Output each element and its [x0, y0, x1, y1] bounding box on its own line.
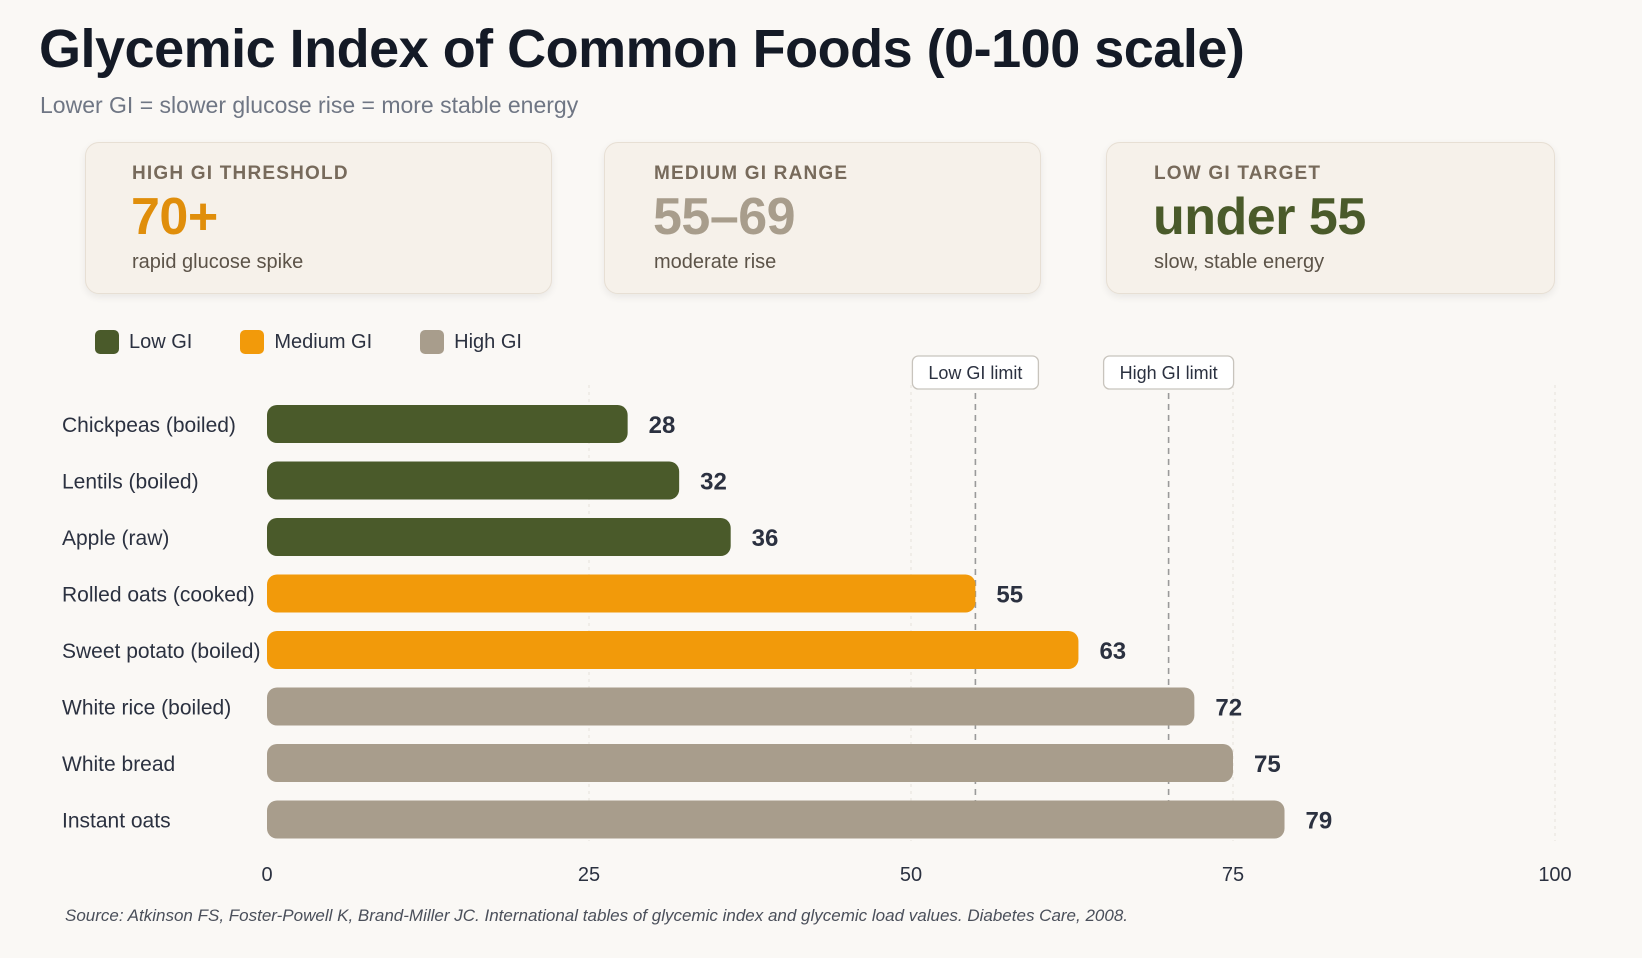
legend-label-medium-gi: Medium GI [274, 330, 373, 353]
x-tick-label-100: 100 [1538, 864, 1571, 886]
value-label-apple-raw: 36 [752, 525, 779, 552]
category-label-lentils-boiled: Lentils (boiled) [62, 471, 199, 494]
chart-legend: Low GI Medium GI High GI [95, 330, 570, 354]
value-label-instant-oats: 79 [1306, 808, 1333, 835]
high-gi-card-label: HIGH GI THRESHOLD [132, 163, 349, 184]
value-label-sweet-potato-boiled: 63 [1099, 638, 1126, 665]
medium-gi-card-label: MEDIUM GI RANGE [654, 163, 849, 184]
category-label-instant-oats: Instant oats [62, 810, 171, 833]
bar-chickpeas-boiled [267, 405, 628, 443]
legend-item-high-gi: High GI [420, 330, 522, 354]
chart-title: Glycemic Index of Common Foods (0-100 sc… [39, 19, 1245, 79]
bar-white-bread [267, 744, 1233, 782]
x-tick-label-0: 0 [261, 864, 272, 886]
category-label-chickpeas-boiled: Chickpeas (boiled) [62, 414, 236, 437]
reference-label-box-high-gi-limit [1102, 355, 1235, 390]
high-gi-card: HIGH GI THRESHOLD 70+ rapid glucose spik… [85, 142, 552, 294]
category-label-white-bread: White bread [62, 753, 175, 776]
category-label-rolled-oats-cooked: Rolled oats (cooked) [62, 584, 255, 607]
legend-swatch-low-gi [95, 330, 119, 354]
x-tick-label-50: 50 [900, 864, 922, 886]
low-gi-card-desc: slow, stable energy [1154, 251, 1325, 273]
bar-instant-oats [267, 800, 1285, 839]
source-note: Source: Atkinson FS, Foster-Powell K, Br… [65, 906, 1128, 925]
reference-label-high-gi-limit: High GI limit [1120, 363, 1218, 383]
bar-white-rice-boiled [267, 687, 1195, 726]
reference-label-low-gi-limit: Low GI limit [928, 363, 1022, 383]
legend-swatch-high-gi [420, 330, 445, 354]
value-label-rolled-oats-cooked: 55 [996, 582, 1023, 609]
legend-label-high-gi: High GI [454, 330, 522, 353]
low-gi-card-label: LOW GI TARGET [1154, 163, 1322, 184]
legend-item-low-gi: Low GI [95, 330, 192, 354]
high-gi-card-desc: rapid glucose spike [132, 251, 304, 273]
low-gi-card: LOW GI TARGET under 55 slow, stable ener… [1106, 142, 1555, 294]
bar-lentils-boiled [267, 461, 680, 500]
category-label-apple-raw: Apple (raw) [62, 527, 169, 550]
legend-swatch-medium-gi [240, 330, 265, 354]
category-label-sweet-potato-boiled: Sweet potato (boiled) [62, 640, 260, 663]
value-label-lentils-boiled: 32 [700, 469, 727, 496]
bar-apple-raw [267, 518, 731, 556]
high-gi-card-value: 70+ [131, 188, 218, 246]
category-label-white-rice-boiled: White rice (boiled) [62, 697, 231, 720]
medium-gi-card: MEDIUM GI RANGE 55–69 moderate rise [604, 142, 1041, 294]
medium-gi-card-value: 55–69 [653, 188, 796, 246]
bar-rolled-oats-cooked [267, 574, 976, 613]
value-label-white-bread: 75 [1254, 751, 1281, 778]
x-tick-label-75: 75 [1222, 864, 1244, 886]
medium-gi-card-desc: moderate rise [654, 251, 777, 273]
low-gi-card-value: under 55 [1153, 188, 1366, 246]
reference-label-box-low-gi-limit [911, 355, 1040, 390]
bar-sweet-potato-boiled [267, 631, 1079, 669]
legend-item-medium-gi: Medium GI [240, 330, 372, 354]
chart-subtitle: Lower GI = slower glucose rise = more st… [40, 92, 579, 118]
value-label-chickpeas-boiled: 28 [649, 412, 676, 439]
value-label-white-rice-boiled: 72 [1215, 695, 1242, 722]
legend-label-low-gi: Low GI [129, 330, 193, 353]
x-tick-label-25: 25 [578, 864, 600, 886]
